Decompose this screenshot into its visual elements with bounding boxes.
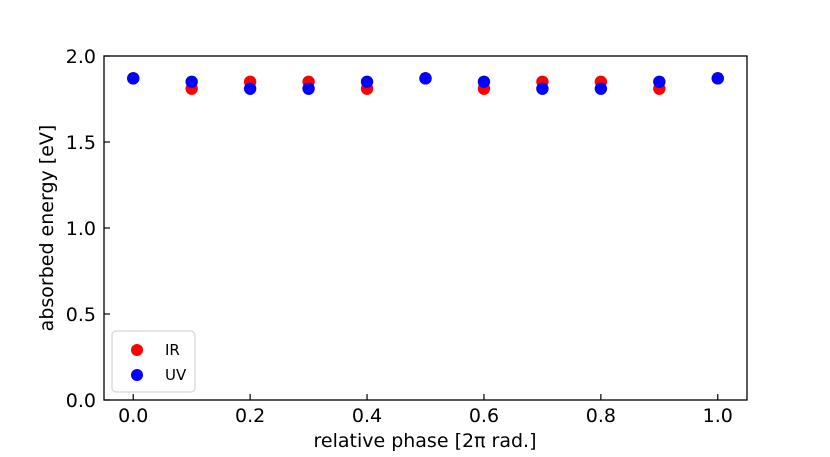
y-axis-label: absorbed energy [eV] [36, 125, 58, 332]
y-tick-label: 1.0 [66, 218, 96, 240]
plot-frame [103, 55, 748, 401]
legend-marker-ir [131, 344, 143, 356]
ticks: 0.0 0.2 0.4 0.6 0.8 1.0 0.0 0.5 1.0 1.5 2.0 [66, 46, 733, 427]
legend-label-ir: IR [165, 341, 180, 359]
x-tick-label: 1.0 [703, 405, 733, 427]
point-uv [302, 82, 315, 95]
x-axis-label: relative phase [2π rad.] [313, 430, 536, 452]
y-tick-label: 1.5 [66, 132, 96, 154]
legend: IR UV [111, 330, 196, 393]
point-uv [477, 75, 491, 89]
point-uv [653, 75, 666, 89]
y-tick-label: 0.5 [66, 304, 96, 326]
point-uv [594, 82, 608, 95]
point-uv [127, 72, 140, 85]
point-uv [536, 82, 549, 95]
legend-marker-uv [131, 369, 143, 381]
x-tick-label: 0.8 [586, 405, 616, 427]
x-tick-label: 0.2 [235, 405, 265, 427]
point-uv [419, 72, 432, 85]
legend-label-uv: UV [165, 366, 187, 384]
point-uv [711, 72, 724, 85]
point-uv [185, 75, 198, 89]
plot-area [104, 56, 747, 400]
y-tick-label: 2.0 [66, 46, 96, 68]
data-points [127, 72, 724, 95]
x-tick-label: 0.0 [118, 405, 148, 427]
x-tick-label: 0.4 [352, 405, 382, 427]
y-tick-label: 0.0 [66, 390, 96, 412]
x-tick-label: 0.6 [469, 405, 499, 427]
point-uv [360, 75, 374, 89]
point-uv [243, 82, 257, 95]
